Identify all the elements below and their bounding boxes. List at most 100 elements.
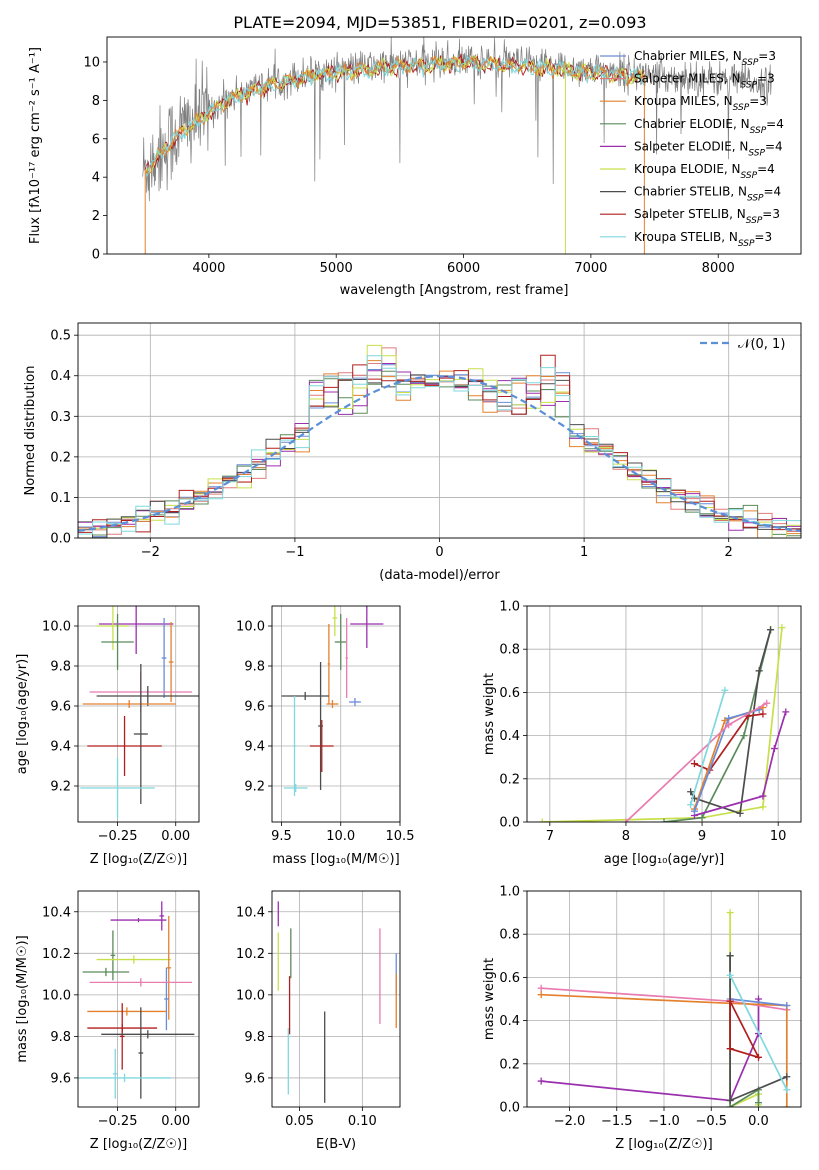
y-axis-label: mass [log₁₀(M/M☉)]: [15, 935, 30, 1062]
y-axis-label: Normed distribution: [23, 366, 38, 496]
mass-weight-marker: [537, 1077, 545, 1085]
errorbar-point: [138, 1007, 144, 1099]
y-tick-label: 9.6: [244, 1071, 265, 1086]
mass-weight-marker: [690, 807, 698, 815]
mass-weight-marker: [778, 624, 786, 632]
y-tick-label: 0.4: [499, 729, 520, 744]
x-axis-label: (data-model)/error: [379, 568, 500, 583]
x-axis-label: Z [log₁₀(Z/Z☉)]: [615, 1137, 712, 1152]
legend-label: 𝒩(0, 1): [738, 337, 785, 352]
mass-weight-marker: [726, 1103, 734, 1107]
legend-label: Kroupa ELODIE, NSSP=4: [634, 162, 775, 181]
y-tick-label: 10.0: [42, 620, 71, 635]
legend-label: Salpeter MILES, NSSP=3: [634, 72, 775, 91]
errorbar-point: [309, 720, 334, 772]
errorbar-point: [281, 692, 329, 700]
x-axis-label: age [log₁₀(age/yr)]: [604, 852, 725, 867]
x-tick-label: 7000: [574, 261, 607, 276]
x-tick-label: 0.05: [285, 1114, 314, 1129]
errorbar-point: [345, 618, 348, 698]
spectrum-legend: Chabrier MILES, NSSP=3 Salpeter MILES, NS…: [600, 49, 784, 249]
x-tick-label: −0.5: [695, 1114, 727, 1129]
errorbar-point: [82, 967, 130, 977]
y-tick-label: 9.6: [50, 700, 71, 715]
errorbar-point: [87, 716, 162, 776]
mass-weight-series-line: [541, 993, 788, 1107]
errorbar-point: [82, 700, 176, 708]
mass-weight-marker: [759, 792, 767, 800]
age-vs-Z-frame: [77, 605, 200, 823]
x-tick-label: −0.25: [98, 829, 138, 844]
y-tick-label: 9.8: [50, 660, 71, 675]
y-tick-label: 0.0: [499, 816, 520, 831]
errorbar-point: [78, 1073, 172, 1083]
y-tick-label: 10: [83, 55, 100, 70]
y-tick-label: 0.6: [499, 686, 520, 701]
mass-weight-marker: [759, 803, 767, 811]
mass-weight-series-line: [729, 974, 788, 1091]
errorbar-point: [164, 967, 169, 1031]
y-tick-label: 0.2: [50, 450, 71, 465]
errorbar-point: [119, 1003, 125, 1070]
weight-vs-Z-axes: −2.0 −1.5 −1.0 −0.5 0.0 0.0 0.2 0.4 0.6 0.8 1.0 Z […: [482, 885, 801, 1152]
residuals-frame: [77, 322, 802, 539]
mass-weight-marker: [783, 1001, 791, 1009]
model-spectrum-line: [144, 54, 645, 180]
mass-weight-marker: [763, 699, 771, 707]
mass-vs-EBV-axes: 0.05 0.10 9.6 9.8 10.0 10.2 10.4 E(B-V): [236, 891, 400, 1152]
y-axis-label: Flux [fλ10⁻¹⁷ erg cm⁻² s⁻¹ A⁻¹]: [28, 47, 43, 244]
y-tick-label: 0.8: [499, 928, 520, 943]
legend-label: Chabrier ELODIE, NSSP=4: [634, 117, 784, 136]
mass-weight-marker: [767, 626, 775, 634]
errorbar-point: [98, 606, 174, 654]
mass-weight-series-line: [663, 629, 772, 822]
errorbar-point: [89, 978, 193, 987]
errorbar-point: [110, 918, 167, 923]
x-tick-label: 10.5: [386, 829, 415, 844]
y-tick-label: 4: [92, 171, 100, 186]
y-tick-label: 0.2: [499, 772, 520, 787]
y-tick-label: 0.0: [50, 532, 71, 547]
y-tick-label: 10.2: [42, 947, 71, 962]
mass-weight-marker: [740, 732, 748, 740]
errorbar-point: [334, 614, 347, 670]
x-tick-label: 10.0: [326, 829, 355, 844]
errorbar-point: [168, 622, 174, 702]
x-tick-label: 9.5: [271, 829, 292, 844]
errorbar-point: [110, 930, 116, 981]
x-tick-label: 4000: [192, 261, 225, 276]
model-spectrum-line: [144, 55, 645, 178]
y-tick-label: 0.2: [499, 1057, 520, 1072]
mass-weight-marker: [538, 818, 546, 822]
x-axis-label: wavelength [Angstrom, rest frame]: [340, 283, 569, 298]
weight-vs-Z-frame: [526, 890, 802, 1108]
legend-label: Salpeter STELIB, NSSP=3: [634, 207, 780, 226]
x-tick-label: 8: [622, 829, 630, 844]
mass-weight-marker: [754, 995, 762, 1003]
mass-weight-marker: [725, 721, 733, 729]
y-tick-label: 10.4: [42, 905, 71, 920]
mass-weight-marker: [755, 667, 763, 675]
y-tick-label: 0: [92, 248, 100, 263]
weight-vs-age-axes: 7 8 9 10 0.0 0.2 0.4 0.6 0.8 1.0 age [log₁₀(age/yr…: [482, 600, 801, 867]
x-tick-label: 9: [698, 829, 706, 844]
x-tick-label: 10: [770, 829, 787, 844]
errorbar-point: [101, 614, 134, 670]
x-tick-label: 5000: [320, 261, 353, 276]
mass-weight-marker: [754, 1053, 762, 1061]
mass-weight-marker: [782, 708, 790, 716]
legend-label: Salpeter ELODIE, NSSP=4: [634, 139, 783, 158]
x-axis-label: E(B-V): [316, 1137, 356, 1152]
mass-weight-series-line: [542, 627, 783, 822]
mass-weight-marker: [537, 991, 545, 999]
mass-weight-marker: [537, 984, 545, 992]
y-tick-label: 10.0: [42, 988, 71, 1003]
mass-weight-marker: [726, 971, 734, 979]
y-tick-label: 8: [92, 94, 100, 109]
x-tick-label: −1: [285, 545, 304, 560]
mass-weight-series-line: [730, 998, 787, 1007]
x-axis-label: Z [log₁₀(Z/Z☉)]: [90, 1137, 187, 1152]
residuals-axes: −2 −1 0 1 2 0.0 0.1 0.2 0.3 0.4 0.5 (data-model)/er…: [23, 323, 801, 583]
x-tick-label: −0.25: [98, 1114, 138, 1129]
y-axis-label: age [log₁₀(age/yr)]: [15, 654, 30, 775]
